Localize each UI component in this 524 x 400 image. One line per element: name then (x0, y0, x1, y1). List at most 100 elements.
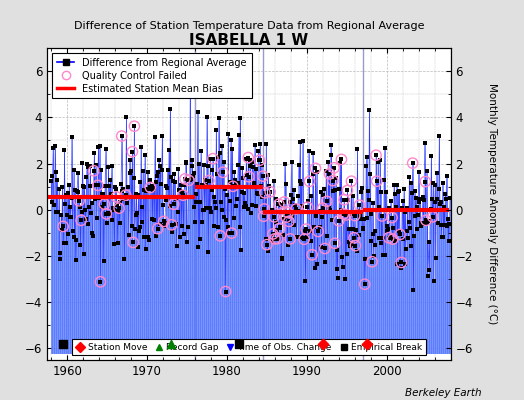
Point (305, 178, 314, 184)
Point (439, 234, 447, 241)
Point (81, 206, 89, 213)
Point (95, 195, 103, 202)
Y-axis label: Monthly Temperature Anomaly Difference (°C): Monthly Temperature Anomaly Difference (… (487, 83, 497, 325)
Point (62, 192, 70, 198)
Point (250, 142, 259, 148)
Point (190, 204, 198, 210)
Point (93, 215, 101, 221)
Point (78, 209, 86, 215)
Point (59, 341, 67, 347)
Point (388, 236, 397, 242)
Point (356, 212, 364, 219)
Point (329, 188, 337, 194)
Point (313, 260, 322, 267)
Point (434, 220, 442, 226)
Point (104, 210, 112, 216)
Point (257, 162, 266, 168)
Point (132, 191, 140, 197)
Point (94, 144, 103, 150)
Point (388, 214, 396, 221)
Point (400, 186, 408, 192)
Point (49, 144, 57, 151)
Point (428, 196, 436, 202)
Point (60, 146, 69, 153)
Point (158, 132, 167, 139)
Point (111, 184, 119, 191)
Point (136, 178, 144, 185)
Point (306, 228, 314, 234)
Point (235, 224, 244, 230)
Point (91, 196, 99, 202)
Point (282, 210, 291, 216)
Point (307, 193, 315, 199)
Point (110, 206, 118, 213)
Point (286, 236, 294, 242)
Point (272, 196, 280, 202)
Point (126, 157, 134, 163)
Point (239, 174, 247, 181)
Point (101, 182, 110, 189)
Point (259, 173, 267, 179)
Point (349, 226, 357, 232)
Point (120, 256, 128, 262)
Point (355, 202, 364, 208)
Point (440, 204, 448, 211)
Point (70, 167, 78, 174)
Point (98, 204, 106, 210)
Point (100, 201, 108, 207)
Point (325, 171, 334, 177)
Point (266, 188, 275, 195)
Point (110, 241, 118, 248)
Point (319, 192, 328, 199)
Point (433, 196, 442, 202)
Point (332, 175, 340, 181)
Point (255, 157, 264, 164)
Point (345, 226, 354, 232)
Point (285, 218, 293, 225)
Point (72, 237, 81, 243)
Point (381, 252, 389, 258)
Point (358, 226, 367, 232)
Point (396, 231, 404, 238)
Point (296, 178, 304, 184)
Point (203, 163, 212, 169)
Point (224, 131, 233, 137)
Point (362, 162, 370, 169)
Point (181, 176, 189, 182)
Point (173, 243, 181, 249)
Point (141, 152, 149, 158)
Point (270, 214, 278, 220)
Point (254, 190, 262, 197)
Point (54, 209, 63, 215)
Point (265, 183, 273, 190)
Point (414, 212, 422, 218)
Point (189, 173, 197, 179)
Point (221, 185, 229, 192)
Point (51, 143, 59, 149)
Point (90, 168, 98, 174)
Point (341, 210, 349, 216)
Point (166, 202, 174, 209)
Point (240, 190, 248, 197)
Point (149, 186, 157, 193)
Point (380, 177, 388, 183)
Point (386, 234, 394, 240)
Point (209, 156, 217, 162)
Point (257, 183, 265, 189)
Point (243, 206, 252, 212)
Point (70, 233, 79, 240)
Point (73, 170, 82, 176)
Point (333, 247, 342, 254)
Point (304, 148, 313, 154)
Point (335, 218, 343, 224)
Point (427, 152, 435, 159)
Point (74, 188, 83, 195)
Point (191, 219, 199, 225)
Point (100, 201, 108, 207)
Point (67, 213, 75, 220)
Point (363, 215, 372, 221)
Point (141, 246, 150, 252)
Point (198, 218, 206, 225)
Point (436, 201, 444, 207)
Point (409, 160, 417, 166)
